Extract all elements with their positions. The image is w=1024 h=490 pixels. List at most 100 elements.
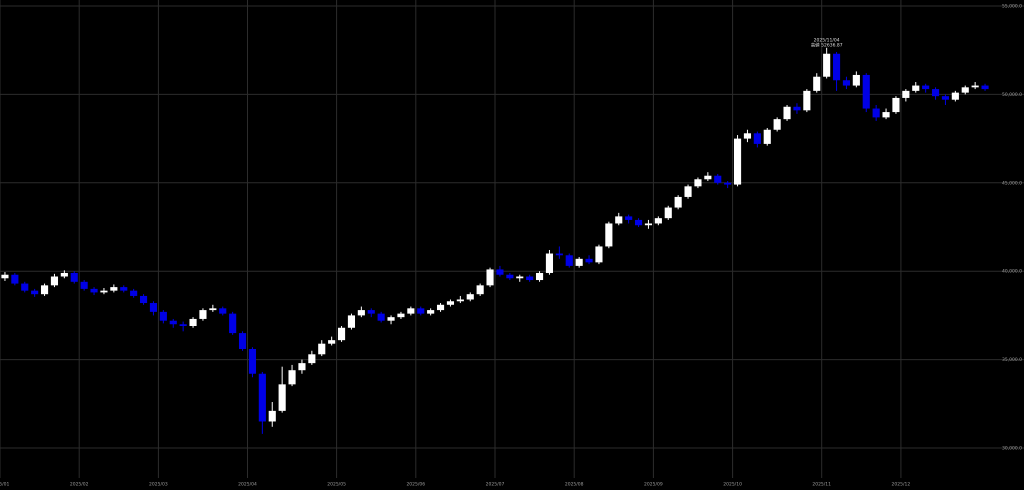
- candle-body: [773, 119, 781, 130]
- candle-body: [813, 76, 821, 91]
- candle-body: [456, 299, 464, 302]
- candle-body: [397, 313, 405, 318]
- candle-body: [407, 308, 415, 314]
- candle-body: [892, 97, 900, 113]
- y-tick-label: 40,000.0: [1002, 269, 1022, 275]
- candle-body: [337, 327, 346, 341]
- candle-body: [951, 92, 959, 100]
- candle-body: [605, 223, 613, 247]
- candle-body: [328, 340, 336, 344]
- candle-body: [100, 290, 108, 293]
- candle-body: [526, 276, 534, 281]
- candle-body: [743, 133, 752, 139]
- candle-body: [278, 384, 286, 411]
- y-tick-label: 35,000.0: [1002, 357, 1022, 363]
- candle-body: [60, 272, 68, 277]
- candle-body: [80, 281, 88, 289]
- candle-body: [941, 96, 950, 100]
- candle-body: [724, 182, 732, 185]
- candle-body: [753, 133, 761, 144]
- candle-body: [308, 354, 316, 364]
- candle-body: [516, 276, 524, 279]
- y-tick-label: 45,000.0: [1002, 180, 1022, 186]
- candle-body: [981, 85, 989, 90]
- candle-body: [575, 258, 583, 266]
- candle-body: [555, 253, 563, 256]
- candle-body: [1, 274, 9, 279]
- candle-body: [615, 216, 623, 224]
- candle-body: [130, 290, 138, 296]
- x-tick-label: 2025/09: [644, 482, 663, 488]
- candle-body: [872, 108, 880, 118]
- candle-body: [318, 343, 326, 355]
- candle-body: [565, 255, 573, 266]
- candle-body: [466, 294, 474, 300]
- candle-body: [694, 179, 702, 187]
- candle-body: [40, 285, 49, 295]
- candle-body: [733, 138, 742, 185]
- x-tick-label: 2025/02: [70, 482, 89, 488]
- candle-body: [357, 310, 365, 316]
- candle-body: [922, 85, 930, 90]
- candle-body: [50, 276, 59, 286]
- candle-body: [31, 290, 39, 295]
- candle-body: [931, 89, 940, 97]
- candle-body: [476, 285, 484, 295]
- candle-body: [902, 90, 910, 98]
- x-tick-label: 2025/10: [723, 482, 742, 488]
- y-tick-label: 55,000.0: [1002, 4, 1022, 10]
- candle-body: [882, 112, 890, 118]
- candle-body: [763, 129, 771, 144]
- candle-body: [427, 310, 435, 314]
- candle-body: [446, 301, 455, 305]
- x-tick-label: 2025/04: [238, 482, 257, 488]
- candle-body: [436, 304, 445, 311]
- annotation-text: 高値 52636.87: [811, 41, 843, 48]
- candle-body: [377, 313, 385, 321]
- annotation-date: 2025/11/04: [814, 37, 840, 43]
- candle-body: [644, 223, 653, 226]
- candle-body: [120, 287, 128, 291]
- candle-body: [199, 310, 207, 319]
- candle-body: [229, 313, 237, 334]
- candle-body: [535, 272, 544, 281]
- candle-body: [684, 186, 692, 197]
- candle-body: [258, 373, 266, 422]
- candle-body: [842, 80, 851, 86]
- candle-body: [852, 74, 860, 86]
- candle-body: [298, 363, 306, 371]
- candle-body: [268, 410, 276, 422]
- candle-body: [288, 370, 296, 385]
- x-tick-label: 2025/07: [486, 482, 505, 488]
- candle-body: [654, 218, 662, 224]
- candle-body: [595, 246, 603, 263]
- candle-body: [664, 207, 672, 219]
- x-tick-label: 2025/03: [149, 482, 168, 488]
- candle-body: [347, 315, 356, 328]
- x-tick-label: 2025/08: [565, 482, 584, 488]
- candle-body: [823, 53, 831, 77]
- candle-body: [585, 258, 593, 263]
- x-tick-label: 2025/05: [327, 482, 346, 488]
- candle-body: [169, 320, 177, 325]
- candle-body: [209, 308, 217, 311]
- candle-body: [417, 308, 425, 314]
- candle-body: [21, 283, 29, 291]
- candle-body: [486, 269, 494, 286]
- candle-body: [783, 106, 791, 120]
- candle-body: [793, 106, 801, 111]
- candle-body: [496, 269, 504, 275]
- candle-body: [674, 196, 682, 208]
- candle-body: [862, 74, 870, 109]
- candle-body: [506, 274, 514, 279]
- candle-body: [90, 288, 98, 293]
- candle-body: [387, 317, 395, 321]
- x-tick-label: 2025/12: [892, 482, 911, 488]
- y-tick-label: 30,000.0: [1002, 446, 1022, 452]
- candle-body: [248, 348, 257, 374]
- candle-body: [961, 87, 969, 93]
- candle-body: [139, 295, 148, 304]
- candle-body: [803, 90, 811, 111]
